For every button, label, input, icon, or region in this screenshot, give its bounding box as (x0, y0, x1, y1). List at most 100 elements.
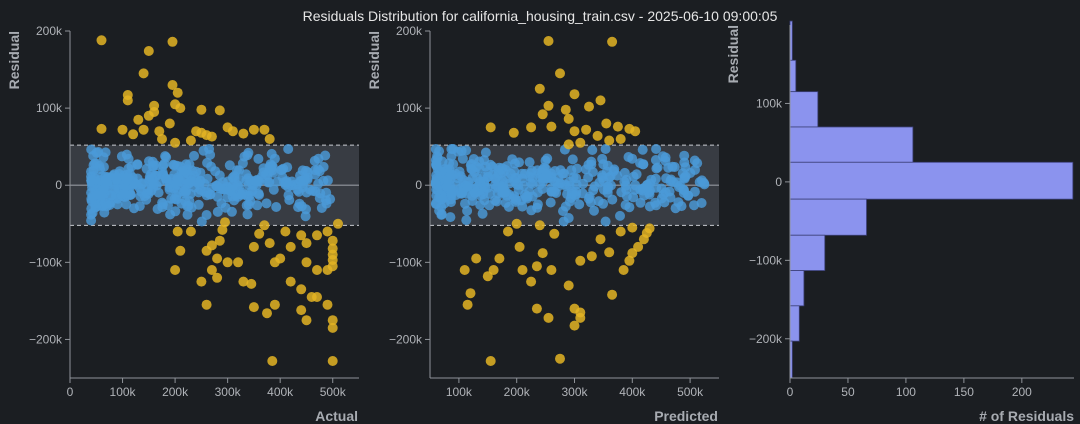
outlier-point (246, 278, 257, 289)
inlier-point (637, 144, 648, 155)
inlier-point (619, 176, 630, 187)
outlier-point (575, 255, 586, 266)
y-tick-label: 200k (36, 24, 63, 38)
outlier-point (511, 218, 522, 229)
outlier-point (604, 135, 615, 146)
inlier-point (445, 212, 456, 223)
outlier-point (595, 234, 606, 245)
outlier-point (96, 35, 107, 46)
inlier-point (517, 201, 528, 212)
inlier-point (621, 184, 632, 195)
outlier-point (575, 137, 586, 148)
outlier-point (618, 265, 629, 275)
inlier-point (679, 172, 690, 183)
histogram-bar (789, 126, 914, 163)
inlier-point (102, 178, 113, 189)
inlier-point (184, 196, 195, 206)
y-tick-label: −200k (749, 332, 783, 346)
inlier-point (88, 150, 99, 161)
inlier-point (132, 173, 143, 184)
inlier-point (487, 169, 498, 180)
histogram-bar (789, 198, 867, 236)
y-tick-label: −100k (29, 255, 63, 269)
outlier-point (128, 129, 139, 140)
outlier-point (543, 312, 554, 323)
y-tick-label: 100k (756, 96, 783, 110)
inlier-point (593, 196, 604, 207)
inlier-point (597, 153, 608, 164)
inlier-point (226, 206, 237, 217)
x-axis-title: # of Residuals (979, 408, 1074, 424)
outlier-point (465, 288, 476, 299)
inlier-point (109, 184, 120, 195)
inlier-point (679, 157, 690, 168)
inlier-point (446, 188, 457, 199)
outlier-point (206, 131, 217, 142)
inlier-point (159, 158, 170, 169)
outlier-point (563, 113, 574, 124)
outlier-point (301, 257, 312, 268)
outlier-point (269, 299, 280, 310)
outlier-point (569, 320, 580, 331)
inlier-point (657, 151, 668, 162)
outlier-point (312, 265, 322, 275)
inlier-point (320, 195, 331, 206)
inlier-point (542, 153, 553, 164)
outlier-point (595, 95, 606, 106)
inlier-point (201, 190, 212, 201)
x-tick-label: 500k (320, 385, 347, 399)
inlier-point (535, 179, 545, 190)
inlier-point (494, 162, 505, 173)
outlier-point (206, 265, 217, 275)
outlier-point (248, 124, 259, 135)
inlier-point (212, 206, 223, 217)
inlier-point (475, 190, 486, 201)
inlier-point (178, 186, 189, 197)
inlier-point (258, 167, 269, 178)
inlier-point (585, 197, 596, 208)
inlier-point (615, 210, 625, 221)
outlier-point (563, 280, 574, 291)
outlier-point (220, 217, 230, 228)
inlier-point (151, 160, 162, 171)
outlier-point (264, 238, 275, 249)
inlier-point (517, 173, 528, 184)
x-tick-label: 400k (267, 385, 294, 399)
inlier-point (321, 187, 332, 198)
inlier-point (98, 152, 109, 163)
inlier-point (119, 188, 130, 199)
outlier-point (633, 241, 644, 252)
outlier-point (296, 305, 307, 316)
inlier-point (207, 182, 217, 193)
outlier-point (615, 226, 626, 237)
x-axis-title: Predicted (654, 408, 718, 424)
inlier-point (667, 161, 678, 172)
inlier-point (193, 187, 204, 198)
outlier-point (322, 265, 333, 275)
inlier-point (564, 196, 575, 207)
y-tick-label: 200k (396, 24, 423, 38)
outlier-point (482, 271, 493, 282)
inlier-point (467, 190, 478, 201)
inlier-point (224, 160, 235, 171)
outlier-point (154, 126, 165, 137)
inlier-point (484, 200, 495, 211)
histogram-bar (789, 234, 826, 271)
inlier-point (589, 205, 599, 216)
outlier-point (569, 126, 580, 137)
inlier-point (466, 163, 477, 174)
y-tick-label: −200k (389, 332, 423, 346)
histogram-bar (789, 270, 805, 307)
inlier-point (696, 198, 707, 208)
outlier-point (285, 241, 296, 252)
inlier-point (158, 199, 168, 210)
x-axis-title: Actual (315, 408, 358, 424)
inlier-point (532, 199, 543, 210)
outlier-point (560, 104, 571, 115)
inlier-point (277, 171, 288, 182)
outlier-point (214, 105, 225, 116)
inlier-point (661, 173, 672, 184)
predicted-residual-scatter: −200k −100k 0 100k 200k Residual 100k 200k 300k 4… (366, 24, 719, 424)
inlier-point (462, 181, 473, 192)
inlier-point (545, 197, 556, 208)
